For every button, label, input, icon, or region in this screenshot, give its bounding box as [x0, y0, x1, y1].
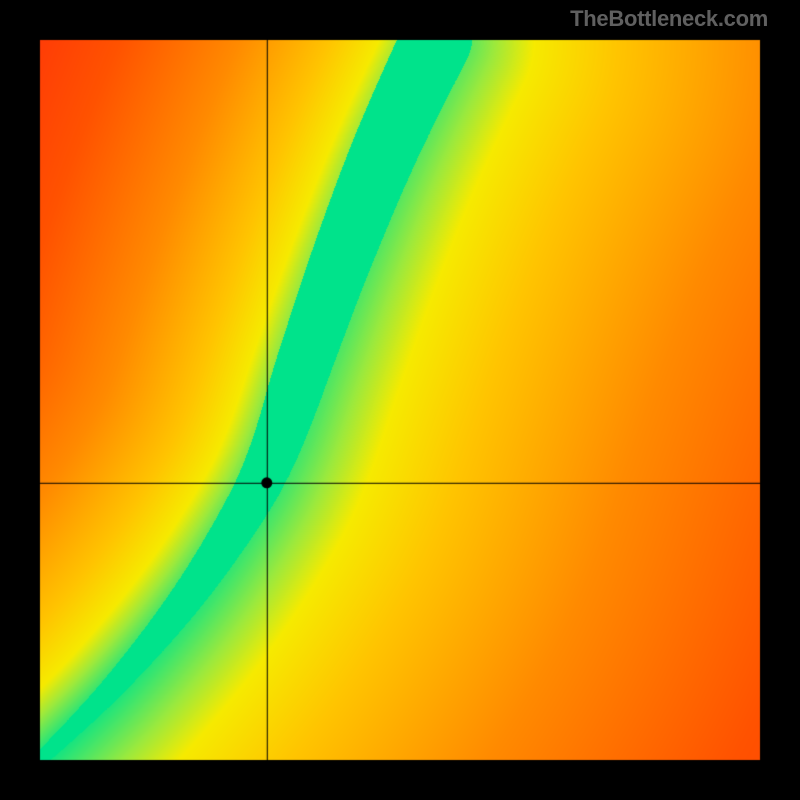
bottleneck-heatmap [0, 0, 800, 800]
attribution-text: TheBottleneck.com [570, 6, 768, 32]
